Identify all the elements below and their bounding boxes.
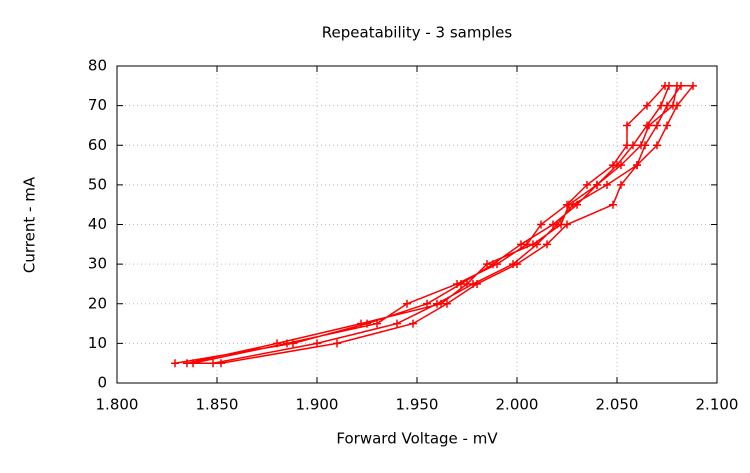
point-marker xyxy=(183,359,191,368)
point-marker xyxy=(661,81,669,90)
point-marker xyxy=(653,121,661,130)
x-tick-label: 1.950 xyxy=(396,396,439,414)
y-tick-label: 40 xyxy=(88,215,107,233)
point-marker xyxy=(373,319,381,328)
point-marker xyxy=(453,279,461,288)
point-marker xyxy=(403,299,411,308)
x-tick-label: 2.100 xyxy=(696,396,739,414)
point-marker xyxy=(633,161,641,170)
point-marker xyxy=(529,240,537,249)
point-marker xyxy=(637,141,645,150)
point-marker xyxy=(653,141,661,150)
point-marker xyxy=(437,299,445,308)
point-marker xyxy=(643,101,651,110)
point-marker xyxy=(313,339,321,348)
point-marker xyxy=(493,260,501,269)
y-tick-label: 80 xyxy=(88,57,107,75)
point-marker xyxy=(689,81,697,90)
point-marker xyxy=(617,180,625,189)
point-marker xyxy=(663,121,671,130)
point-marker xyxy=(623,121,631,130)
point-marker xyxy=(673,81,681,90)
point-marker xyxy=(409,319,417,328)
y-tick-label: 50 xyxy=(88,175,107,193)
point-marker xyxy=(669,101,677,110)
x-tick-label: 1.850 xyxy=(196,396,239,414)
point-marker xyxy=(609,161,617,170)
y-tick-label: 60 xyxy=(88,136,107,154)
chart-title: Repeatability - 3 samples xyxy=(322,24,513,42)
point-marker xyxy=(593,180,601,189)
y-tick-label: 70 xyxy=(88,96,107,114)
x-tick-label: 1.800 xyxy=(96,396,139,414)
point-marker xyxy=(565,200,573,209)
point-marker xyxy=(463,279,471,288)
point-marker xyxy=(623,141,631,150)
y-tick-label: 10 xyxy=(88,334,107,352)
point-marker xyxy=(273,339,281,348)
y-axis-label: Current - mA xyxy=(21,176,39,273)
point-marker xyxy=(171,359,179,368)
x-tick-label: 2.050 xyxy=(596,396,639,414)
point-marker xyxy=(209,359,217,368)
point-marker xyxy=(333,339,341,348)
point-marker xyxy=(423,299,431,308)
point-marker xyxy=(509,260,517,269)
x-tick-label: 2.000 xyxy=(496,396,539,414)
point-marker xyxy=(603,180,611,189)
point-marker xyxy=(217,359,225,368)
point-marker xyxy=(393,319,401,328)
point-marker xyxy=(557,220,565,229)
plot-frame xyxy=(116,65,718,384)
point-marker xyxy=(543,240,551,249)
point-marker xyxy=(357,319,365,328)
point-marker xyxy=(645,121,653,130)
point-marker xyxy=(583,180,591,189)
point-marker xyxy=(283,339,291,348)
point-marker xyxy=(609,200,617,209)
point-marker xyxy=(483,260,491,269)
point-marker xyxy=(617,161,625,170)
x-axis-label: Forward Voltage - mV xyxy=(336,430,498,448)
y-tick-label: 20 xyxy=(88,294,107,312)
y-tick-label: 0 xyxy=(97,374,107,392)
point-marker xyxy=(537,220,545,229)
x-tick-label: 1.900 xyxy=(296,396,339,414)
y-tick-label: 30 xyxy=(88,255,107,273)
